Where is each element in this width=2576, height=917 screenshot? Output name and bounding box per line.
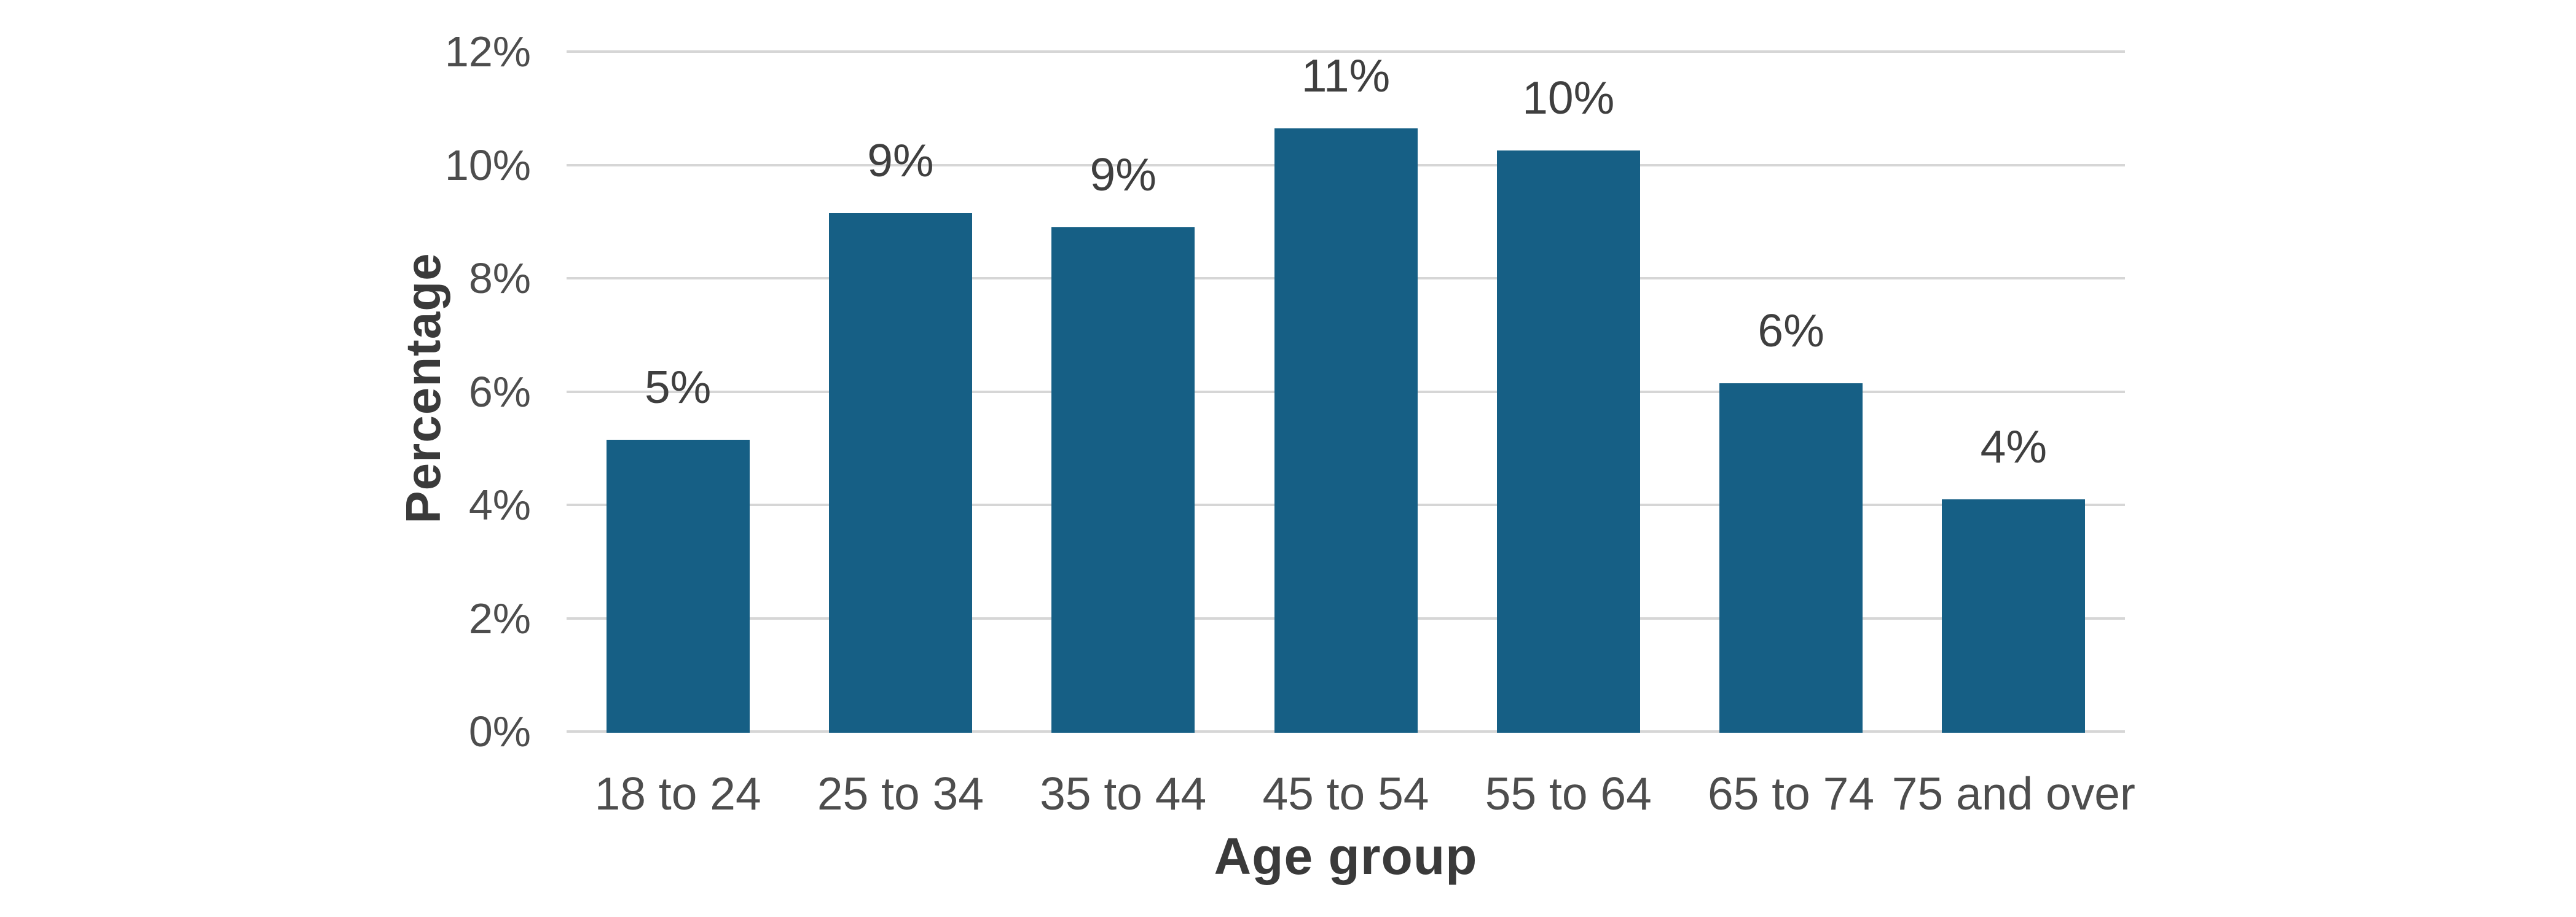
- bar: [1942, 499, 2086, 733]
- x-tick-label: 35 to 44: [1040, 768, 1207, 819]
- y-tick-label: 6%: [468, 367, 531, 416]
- bar-value-label: 6%: [1757, 304, 1824, 356]
- y-tick-label: 0%: [468, 708, 531, 755]
- y-tick-label: 8%: [468, 254, 531, 302]
- bar: [828, 213, 972, 733]
- bar-value-label: 10%: [1522, 72, 1615, 124]
- bar-value-label: 4%: [1980, 420, 2048, 472]
- bar: [1274, 128, 1418, 733]
- gridline: [567, 50, 2125, 53]
- bar-value-label: 9%: [867, 134, 934, 186]
- y-tick-label: 12%: [444, 28, 531, 76]
- y-tick-label: 2%: [468, 594, 531, 642]
- bar-value-label: 11%: [1301, 49, 1391, 101]
- x-axis-title: Age group: [1214, 827, 1478, 885]
- bar: [1496, 150, 1640, 733]
- bar: [1051, 227, 1195, 733]
- x-tick-label: 25 to 34: [817, 768, 984, 819]
- bar: [1719, 383, 1863, 733]
- y-tick-label: 10%: [444, 141, 531, 189]
- x-tick-label: 18 to 24: [594, 768, 761, 819]
- bar: [606, 439, 750, 733]
- x-tick-label: 65 to 74: [1708, 768, 1875, 819]
- bar-value-label: 9%: [1090, 148, 1156, 200]
- x-tick-label: 55 to 64: [1485, 768, 1652, 819]
- y-tick-label: 4%: [468, 481, 531, 529]
- x-tick-label: 75 and over: [1891, 768, 2135, 819]
- x-tick-label: 45 to 54: [1262, 768, 1429, 819]
- bar-value-label: 5%: [644, 361, 712, 413]
